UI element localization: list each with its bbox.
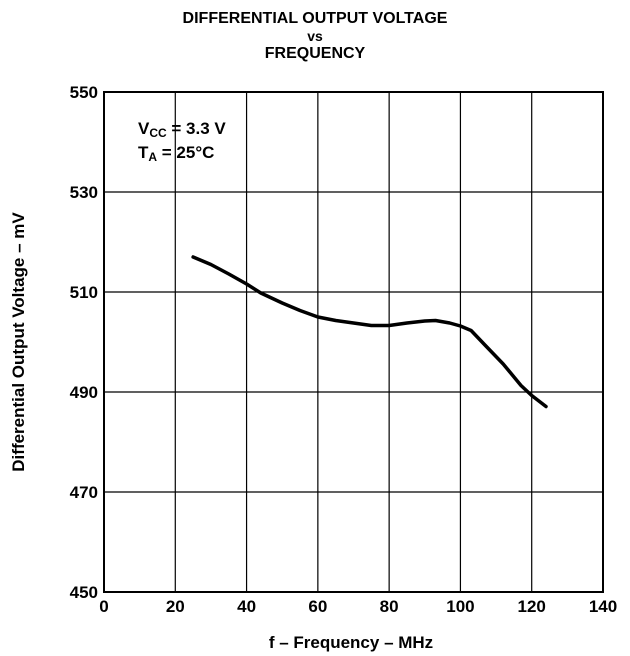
vcc-rest: = 3.3 V bbox=[166, 119, 226, 138]
series-layer bbox=[191, 255, 548, 409]
vcc-base: V bbox=[138, 119, 150, 138]
x-tick-label: 80 bbox=[380, 597, 399, 616]
vcc-sub: CC bbox=[149, 126, 167, 140]
y-tick-label: 530 bbox=[70, 183, 98, 202]
x-tick-label: 20 bbox=[166, 597, 185, 616]
chart-title-line-2: vs bbox=[307, 28, 323, 44]
x-axis-label: f – Frequency – MHz bbox=[269, 633, 433, 652]
series-line bbox=[191, 255, 548, 409]
y-tick-label: 450 bbox=[70, 583, 98, 602]
y-tick-label: 510 bbox=[70, 283, 98, 302]
x-tick-label: 0 bbox=[99, 597, 108, 616]
ta-rest: = 25°C bbox=[157, 143, 215, 162]
plot-frame bbox=[103, 91, 604, 593]
y-axis-label: Differential Output Voltage – mV bbox=[9, 212, 28, 472]
x-tick-label: 120 bbox=[518, 597, 546, 616]
ta-sub: A bbox=[148, 150, 158, 164]
ta-annotation: TA = 25°C bbox=[138, 143, 214, 163]
x-tick-label: 100 bbox=[446, 597, 474, 616]
x-tick-label: 60 bbox=[308, 597, 327, 616]
y-tick-label: 470 bbox=[70, 483, 98, 502]
tick-labels: 0 20 40 60 80 100 120 140 450 470 490 510 530 550 bbox=[70, 83, 618, 616]
ta-base: T bbox=[138, 143, 149, 162]
chart-title-line-1: DIFFERENTIAL OUTPUT VOLTAGE bbox=[182, 10, 448, 27]
x-tick-label: 40 bbox=[237, 597, 256, 616]
y-tick-label: 490 bbox=[70, 383, 98, 402]
vcc-annotation: VCC = 3.3 V bbox=[138, 119, 226, 139]
x-tick-label: 140 bbox=[589, 597, 617, 616]
y-tick-label: 550 bbox=[70, 83, 98, 102]
grid-lines bbox=[103, 91, 604, 593]
chart-title-line-3: FREQUENCY bbox=[264, 45, 366, 62]
